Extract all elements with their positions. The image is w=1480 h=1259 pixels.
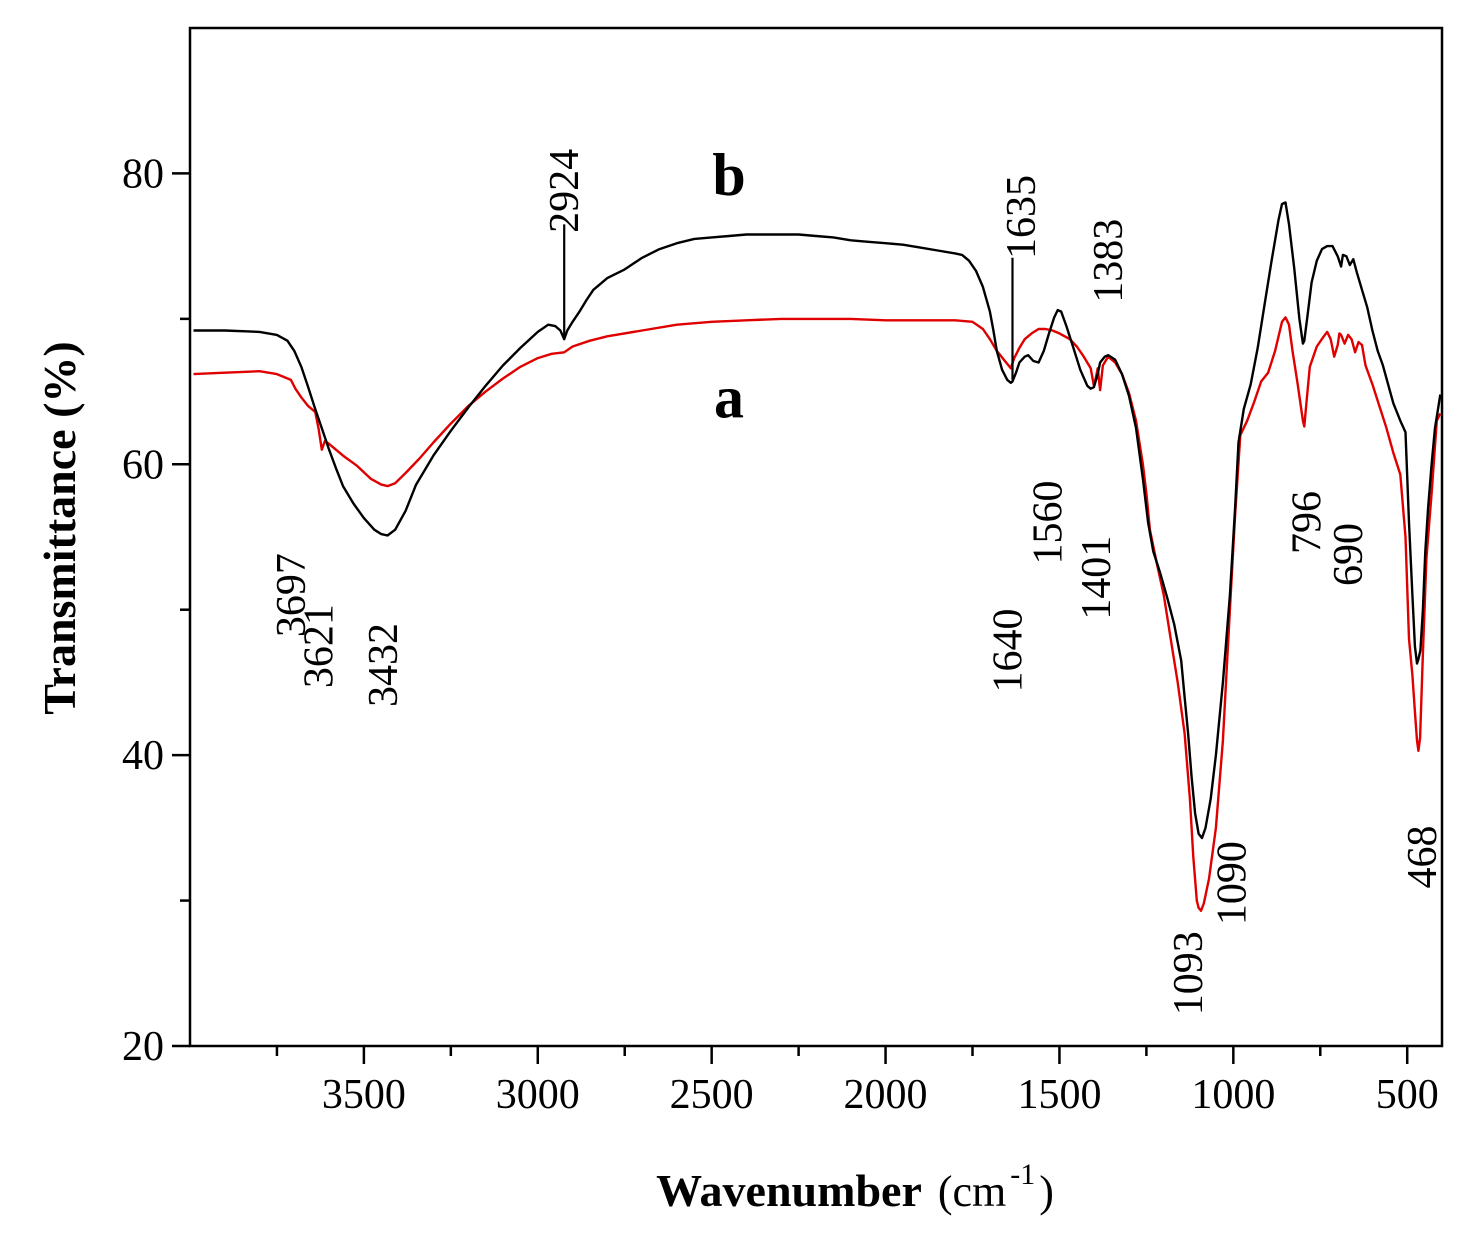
x-axis-unit-sup: -1 [1010, 1158, 1035, 1191]
annotation-3621: 3621 [297, 604, 343, 688]
x-tick-label: 2000 [844, 1072, 928, 1118]
series-layer [193, 201, 1442, 912]
annotation-690: 690 [1326, 523, 1372, 586]
x-axis-title: Wavenumber (cm -1 ) [656, 1158, 1054, 1216]
annotation-3697: 3697 [269, 553, 315, 637]
annotation-796: 796 [1284, 491, 1330, 554]
annotation-1093: 1093 [1166, 931, 1212, 1015]
y-tick-label: 80 [122, 151, 164, 197]
y-axis-ticks: 20 40 60 80 [122, 151, 190, 1070]
series-labels: ab [712, 142, 745, 431]
x-tick-label: 500 [1376, 1072, 1439, 1118]
annotation-1401: 1401 [1074, 536, 1120, 620]
x-axis-unit-suffix: ) [1039, 1167, 1054, 1216]
series-label-a: a [714, 365, 744, 431]
x-tick-label: 2500 [670, 1072, 754, 1118]
annotation-1635: 1635 [999, 175, 1045, 259]
x-axis-unit-prefix: (cm [938, 1167, 1006, 1216]
series-b-line [193, 201, 1442, 840]
annotation-468: 468 [1400, 825, 1446, 888]
y-axis-title: Transmittance (%) [34, 341, 85, 714]
x-tick-label: 3000 [496, 1072, 580, 1118]
annotation-3432: 3432 [361, 623, 407, 707]
x-axis-ticks: 3500 3000 2500 2000 1500 1000 500 [275, 1046, 1439, 1118]
annotation-2924: 2924 [542, 149, 588, 233]
annotation-1640: 1640 [985, 608, 1031, 692]
y-tick-label: 60 [122, 442, 164, 488]
y-tick-label: 20 [122, 1024, 164, 1070]
annotation-1090: 1090 [1210, 841, 1256, 925]
x-tick-label: 1500 [1017, 1072, 1101, 1118]
x-axis-title-text: Wavenumber [656, 1165, 922, 1216]
x-tick-label: 1000 [1191, 1072, 1275, 1118]
annotation-1560: 1560 [1025, 480, 1071, 564]
y-tick-label: 40 [122, 733, 164, 779]
x-tick-label: 3500 [322, 1072, 406, 1118]
series-label-b: b [712, 142, 745, 208]
annotation-1383: 1383 [1086, 219, 1132, 303]
plot-frame [188, 26, 1444, 1048]
